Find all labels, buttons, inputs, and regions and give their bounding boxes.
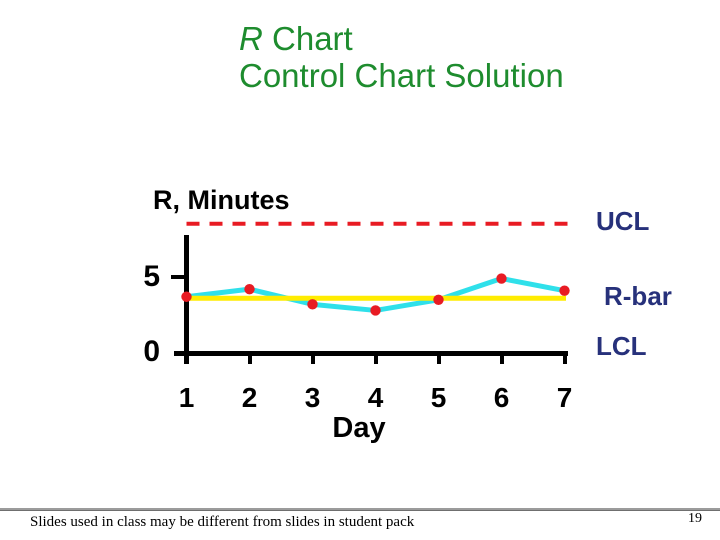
- x-tick-mark-2: [247, 351, 252, 364]
- footer-note: Slides used in class may be different fr…: [30, 514, 415, 530]
- data-point-day-1: [181, 291, 192, 302]
- y-tick-label-0: 0: [143, 335, 160, 368]
- x-tick-mark-5: [436, 351, 441, 364]
- data-point-markers: [181, 273, 570, 316]
- x-axis-title: Day: [332, 412, 386, 444]
- x-tick-mark-3: [310, 351, 315, 364]
- lcl-label: LCL: [596, 331, 647, 361]
- x-tick-label-4: 4: [367, 382, 384, 413]
- x-tick-label-2: 2: [241, 382, 258, 413]
- x-tick-label-7: 7: [556, 382, 573, 413]
- x-tick-mark-7: [562, 351, 567, 364]
- x-tick-mark-4: [373, 351, 378, 364]
- title-line1-rest: Chart: [262, 20, 353, 57]
- x-tick-label-1: 1: [178, 382, 195, 413]
- data-point-day-3: [307, 299, 318, 310]
- page-number: 19: [688, 511, 702, 526]
- ucl-label: UCL: [596, 206, 650, 236]
- slide-title: R Chart Control Chart Solution: [239, 20, 564, 94]
- y-tick-mark-5: [171, 275, 184, 279]
- data-point-day-6: [496, 273, 507, 284]
- x-axis-line: [174, 351, 568, 356]
- y-axis-title: R, Minutes: [153, 185, 290, 215]
- slide-title-line2: Control Chart Solution: [239, 57, 564, 94]
- data-point-day-2: [244, 283, 255, 295]
- rbar-label: R-bar: [604, 281, 672, 311]
- slide-title-line1: R Chart: [239, 20, 564, 57]
- footer-divider: [0, 508, 720, 511]
- data-point-day-7: [559, 285, 570, 296]
- title-italic-r: R: [239, 20, 263, 57]
- y-tick-label-5: 5: [143, 260, 160, 293]
- x-tick-label-3: 3: [304, 382, 321, 413]
- data-point-day-5: [433, 294, 444, 305]
- x-tick-label-5: 5: [430, 382, 447, 413]
- x-tick-mark-6: [499, 351, 504, 364]
- x-tick-label-6: 6: [493, 382, 510, 413]
- x-tick-mark-1: [184, 351, 189, 364]
- data-point-day-4: [370, 305, 381, 316]
